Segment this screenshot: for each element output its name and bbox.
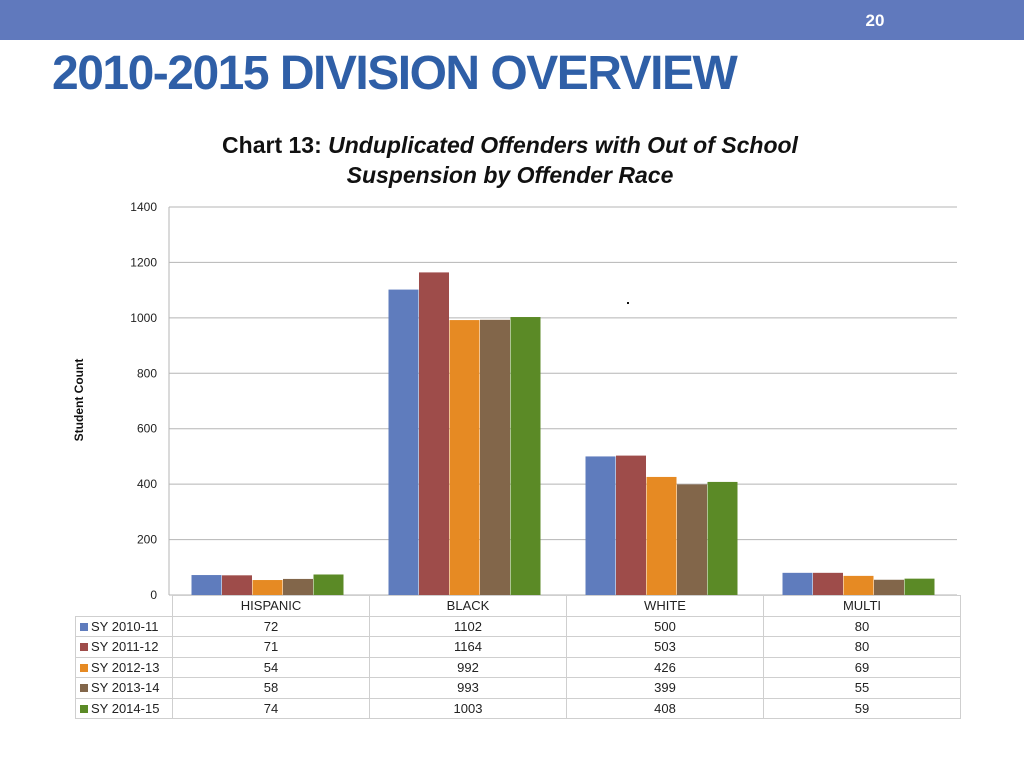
legend-label: SY 2014-15 — [91, 700, 160, 716]
legend-entry: SY 2010-11 — [75, 615, 173, 637]
data-label: 58 — [172, 677, 370, 699]
data-label: 408 — [566, 697, 764, 719]
chart-title-line1: Unduplicated Offenders with Out of Schoo… — [328, 132, 798, 158]
bar — [677, 484, 707, 595]
page-number: 20 — [865, 11, 885, 30]
data-label: 399 — [566, 677, 764, 699]
bar — [782, 572, 813, 595]
legend-entry: SY 2012-13 — [75, 656, 173, 678]
bar — [616, 455, 646, 595]
legend-label: SY 2012-13 — [91, 659, 160, 675]
legend-entry: SY 2013-14 — [75, 677, 173, 699]
y-tick-label: 1200 — [130, 255, 157, 269]
bar — [480, 319, 510, 595]
y-tick-label: 1400 — [130, 200, 157, 214]
data-label: 1102 — [369, 615, 567, 637]
legend-label: SY 2013-14 — [91, 680, 160, 696]
data-label: 1164 — [369, 636, 567, 658]
bar — [252, 580, 283, 595]
y-tick-label: 400 — [137, 477, 157, 491]
table-row: SY 2010-11 72 1102 500 80 — [75, 615, 961, 637]
data-label: 69 — [763, 656, 961, 678]
data-label: 80 — [763, 615, 961, 637]
data-label: 503 — [566, 636, 764, 658]
bar — [904, 578, 935, 595]
legend-entry: SY 2011-12 — [75, 636, 173, 658]
bar — [843, 575, 874, 595]
data-label: 1003 — [369, 697, 567, 719]
data-label: 55 — [763, 677, 961, 699]
bar — [222, 575, 252, 595]
legend-swatch — [80, 704, 88, 713]
data-label: 74 — [172, 697, 370, 719]
category-label: MULTI — [763, 595, 961, 617]
category-label: WHITE — [566, 595, 764, 617]
bar — [646, 476, 677, 595]
legend-swatch — [80, 622, 88, 631]
data-label: 992 — [369, 656, 567, 678]
data-label: 500 — [566, 615, 764, 637]
chart-title-prefix: Chart 13: — [222, 132, 322, 158]
bar — [874, 579, 904, 595]
legend-swatch — [80, 684, 88, 693]
bar — [510, 317, 541, 595]
bar — [449, 320, 480, 595]
slide-title: 2010-2015 DIVISION OVERVIEW — [52, 47, 738, 100]
header-bar — [0, 0, 1024, 40]
legend-swatch — [80, 643, 88, 652]
table-corner — [75, 595, 173, 617]
data-label: 72 — [172, 615, 370, 637]
data-table: HISPANIC BLACK WHITE MULTI SY 2010-11 72 1102 5… — [75, 595, 961, 719]
data-label: 54 — [172, 656, 370, 678]
data-label: 80 — [763, 636, 961, 658]
y-tick-label: 0 — [150, 588, 157, 602]
table-row: SY 2011-12 71 1164 503 80 — [75, 636, 961, 658]
y-tick-label: 200 — [137, 533, 157, 547]
data-label: 71 — [172, 636, 370, 658]
legend-label: SY 2011-12 — [91, 639, 159, 655]
bar — [313, 574, 344, 595]
bar — [813, 572, 843, 595]
legend-label: SY 2010-11 — [91, 618, 159, 634]
category-label: HISPANIC — [172, 595, 370, 617]
legend-swatch — [80, 663, 88, 672]
bar — [388, 289, 419, 595]
bar — [283, 578, 313, 595]
y-tick-label: 800 — [137, 366, 157, 380]
data-label: 993 — [369, 677, 567, 699]
annotation-dot — [627, 302, 629, 304]
y-tick-label: 600 — [137, 422, 157, 436]
data-label: 426 — [566, 656, 764, 678]
chart-title-line2: Suspension by Offender Race — [346, 162, 674, 188]
table-row: SY 2012-13 54 992 426 69 — [75, 656, 961, 678]
table-row: SY 2014-15 74 1003 408 59 — [75, 697, 961, 719]
bar — [419, 272, 449, 595]
bar — [707, 481, 738, 595]
bar — [191, 575, 222, 595]
legend-entry: SY 2014-15 — [75, 697, 173, 719]
category-label: BLACK — [369, 595, 567, 617]
bar — [585, 456, 616, 595]
table-row: SY 2013-14 58 993 399 55 — [75, 677, 961, 699]
data-label: 59 — [763, 697, 961, 719]
y-tick-label: 1000 — [130, 311, 157, 325]
chart-title: Chart 13: Unduplicated Offenders with Ou… — [160, 130, 860, 190]
